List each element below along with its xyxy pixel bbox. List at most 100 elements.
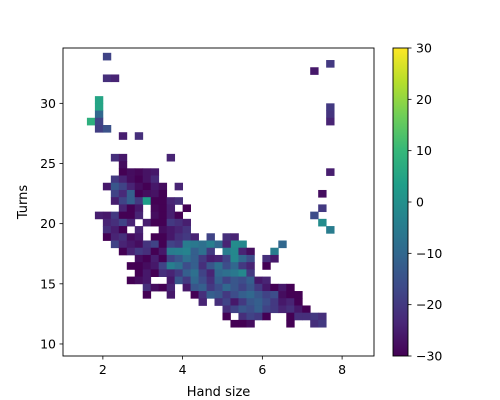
heatmap-cell [142,240,152,249]
heatmap-cell [198,298,207,306]
heatmap-cell [198,269,207,277]
heatmap-cell [286,305,295,314]
heatmap-cell [102,226,112,234]
heatmap-cell [110,189,120,198]
heatmap-cell [206,276,215,285]
heatmap-cell [206,247,215,256]
heatmap-cell [110,233,120,241]
heatmap-cell [286,283,295,292]
heatmap-cell [118,161,128,169]
heatmap-cell [182,204,191,213]
heatmap-cell [238,283,247,292]
colorbar-tick-label: −10 [416,246,442,261]
heatmap-cell [150,204,160,213]
heatmap-cell [198,240,207,249]
heatmap-cell [158,226,168,234]
heatmap-cell [142,276,152,285]
heatmap-cell [134,276,144,285]
heatmap-cell [158,204,168,213]
heatmap-cell [182,254,191,263]
heatmap-cell [318,189,327,198]
heatmap-cell [142,197,152,205]
heatmap-cell [166,218,176,227]
heatmap-cell [222,254,231,263]
heatmap-cell [150,254,160,263]
heatmap-cell [326,168,335,176]
colorbar-tick-label: −20 [416,297,442,312]
heatmap-cell [214,240,223,249]
heatmap-cell [86,117,96,126]
heatmap-cell [102,211,112,220]
y-axis-label: Turns [16,185,31,221]
heatmap-cell [222,305,231,314]
heatmap-cell [238,298,247,306]
heatmap-cell [222,240,231,249]
heatmap-cell [110,182,120,191]
plot-background [63,48,374,356]
heatmap-cell [134,175,144,184]
colorbar-ticks: −30 −20 −10 0 10 20 30 [408,41,442,364]
y-tick-label: 15 [40,276,56,291]
heatmap-cell [270,254,279,263]
heatmap-cell [150,283,160,292]
heatmap-cell [110,197,120,205]
heatmap-cell [142,182,152,191]
heatmap-cell [262,283,271,292]
heatmap-cell [150,211,160,220]
heatmap-cell [262,254,271,263]
heatmap-cell [214,298,223,306]
heatmap-cell [150,247,160,256]
heatmap-cell [238,262,247,270]
heatmap-cell [166,247,176,256]
x-tick-label: 6 [258,362,266,377]
heatmap-cell [118,226,128,234]
heatmap-cell [158,197,168,205]
heatmap-cell [254,298,263,306]
heatmap-cell [166,240,176,249]
heatmap-cell [126,233,136,241]
heatmap-cell [246,305,255,314]
heatmap-cell [262,312,271,321]
plot-area [62,47,375,357]
heatmap-cell [142,247,152,256]
heatmap-cell [310,67,319,75]
plot-frame [62,47,375,357]
heatmap-cell [190,291,199,299]
heatmap-cell [142,218,152,227]
heatmap-cell [110,218,120,227]
heatmap-cell [214,291,223,299]
heatmap-cell [110,175,120,184]
x-tick-label: 8 [338,362,346,377]
heatmap-cell [158,211,168,220]
heatmap-cell [230,291,239,299]
heatmap-cell [278,283,287,292]
heatmap-cell [94,211,104,220]
heatmap-cell [198,283,207,292]
heatmap-cell [238,247,247,256]
heatmap-cell [126,204,136,213]
heatmap-cell [326,117,335,126]
heatmap-cell [182,218,191,227]
heatmap-cell [270,283,279,292]
heatmap-cell [94,110,104,119]
heatmap-cell [254,283,263,292]
heatmap-cell [110,153,120,162]
heatmap-cell [150,240,160,249]
heatmap-cell [318,218,327,227]
heatmap-cell [166,283,176,292]
heatmap-cell [326,226,335,234]
heatmap-cell [238,269,247,277]
heatmap-cell [190,283,199,292]
heatmap-cell [286,298,295,306]
heatmap-cell [174,262,184,270]
heatmap-cell [310,312,319,321]
heatmap-cell [238,291,247,299]
heatmap-cell [118,153,128,162]
heatmap-cell [206,240,215,249]
heatmap-cell [142,262,152,270]
colorbar: −30 −20 −10 0 10 20 30 [392,41,442,364]
heatmap-cell [302,312,311,321]
heatmap-cell [134,204,144,213]
heatmap-cell [174,269,184,277]
heatmap-cell [182,247,191,256]
